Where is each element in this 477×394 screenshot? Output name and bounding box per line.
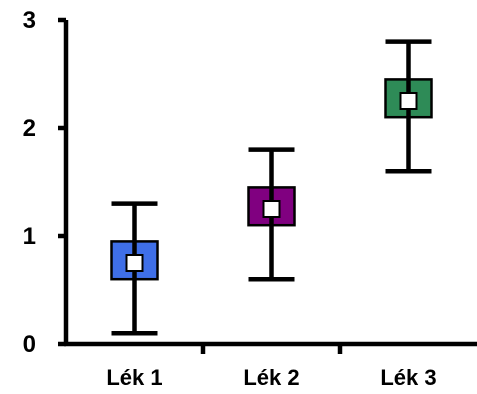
box-group <box>110 201 159 336</box>
median-marker <box>125 254 144 272</box>
axes <box>58 17 477 354</box>
x-tick-label: Lék 1 <box>106 365 162 389</box>
x-tick-label: Lék 2 <box>243 365 299 389</box>
median-marker <box>399 92 418 110</box>
x-tick-label: Lék 3 <box>380 365 436 389</box>
tick-labels: 0 1 2 3 Lék 1 Lék 2 Lék 3 <box>23 7 437 390</box>
y-tick-label: 2 <box>23 115 36 142</box>
box-group <box>247 147 296 282</box>
y-tick-label: 1 <box>23 223 36 250</box>
box-group <box>384 39 433 174</box>
y-tick-label: 3 <box>23 7 36 34</box>
plot-area <box>110 39 433 336</box>
y-tick-label: 0 <box>23 331 36 358</box>
median-marker <box>262 200 281 218</box>
